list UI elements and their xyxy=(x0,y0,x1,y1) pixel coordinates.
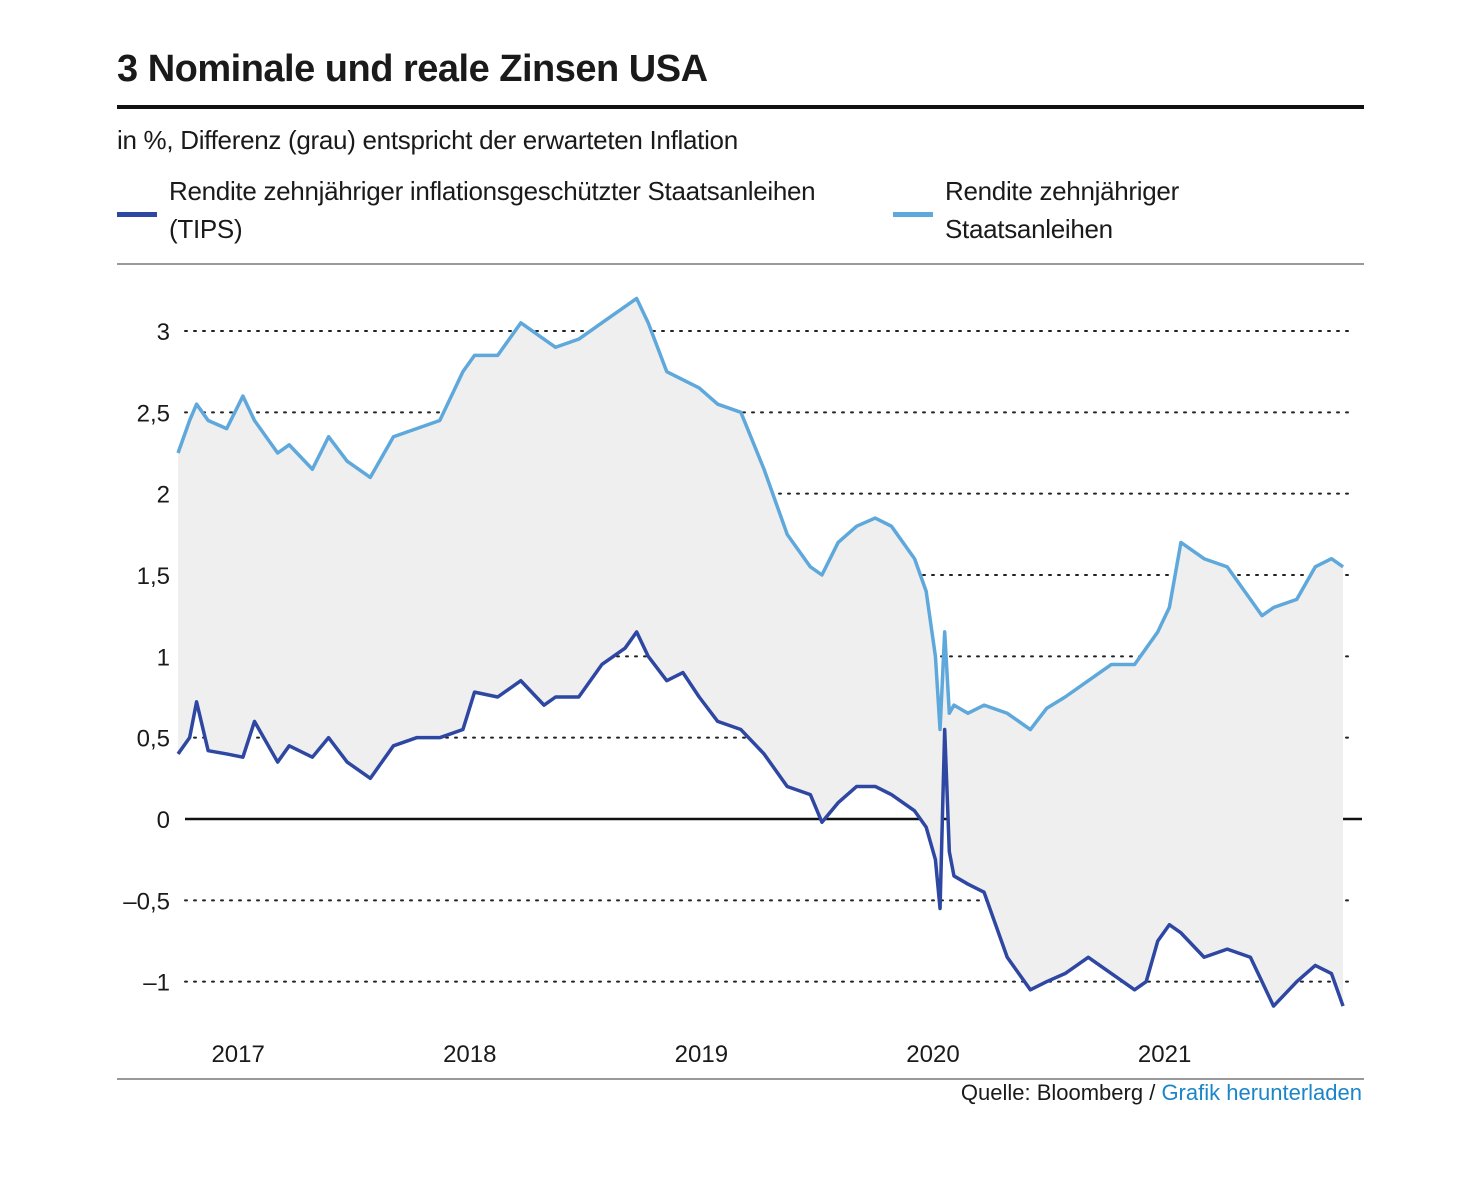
legend-label-nominal-line1: Rendite zehnjähriger xyxy=(945,176,1179,206)
title-rule xyxy=(117,105,1364,109)
footer-rule xyxy=(117,1078,1364,1080)
y-tick-label: –0,5 xyxy=(123,888,170,915)
y-tick-label: –1 xyxy=(143,970,170,997)
source-note: Quelle: Bloomberg / Grafik herunterladen xyxy=(961,1080,1362,1106)
difference-fill xyxy=(178,298,1344,1007)
chart-title: 3 Nominale und reale Zinsen USA xyxy=(117,48,708,90)
legend-label-tips-line1: Rendite zehnjähriger inflationsgeschützt… xyxy=(169,176,816,206)
series-line-nominal xyxy=(176,296,1345,732)
legend-rule xyxy=(117,263,1364,265)
series-lines xyxy=(176,296,1345,1008)
x-axis-ticks: 2017 2018 2019 2020 2021 xyxy=(211,1041,1191,1068)
y-axis-ticks: 3 2,5 2 1,5 1 0,5 0 –0,5 –1 xyxy=(123,319,170,997)
y-tick-label: 1,5 xyxy=(137,563,170,590)
x-tick-label: 2020 xyxy=(906,1041,959,1068)
y-tick-label: 0,5 xyxy=(137,726,170,753)
x-tick-label: 2017 xyxy=(211,1041,264,1068)
legend-label-nominal: Rendite zehnjähriger Staatsanleihen xyxy=(945,172,1179,248)
legend-item-tips: Rendite zehnjähriger inflationsgeschützt… xyxy=(117,172,816,248)
series-line-tips xyxy=(176,630,1345,1008)
legend-swatch-tips xyxy=(117,212,157,217)
y-tick-label: 0 xyxy=(157,807,170,834)
x-tick-label: 2019 xyxy=(675,1041,728,1068)
difference-area xyxy=(178,298,1344,1007)
y-tick-label: 2,5 xyxy=(137,400,170,427)
chart-subtitle: in %, Differenz (grau) entspricht der er… xyxy=(117,125,738,155)
y-tick-label: 3 xyxy=(157,319,170,346)
download-link[interactable]: Grafik herunterladen xyxy=(1161,1080,1362,1105)
legend-item-nominal: Rendite zehnjähriger Staatsanleihen xyxy=(893,172,1179,248)
x-tick-label: 2021 xyxy=(1138,1041,1191,1068)
y-tick-label: 1 xyxy=(157,644,170,671)
legend-swatch-nominal xyxy=(893,212,933,217)
source-text: Quelle: Bloomberg / xyxy=(960,1080,1156,1105)
x-tick-label: 2018 xyxy=(443,1041,496,1068)
y-tick-label: 2 xyxy=(157,482,170,509)
legend-label-nominal-line2: Staatsanleihen xyxy=(945,214,1113,244)
legend-label-tips: Rendite zehnjähriger inflationsgeschützt… xyxy=(169,172,816,248)
legend-label-tips-line2: (TIPS) xyxy=(169,214,243,244)
